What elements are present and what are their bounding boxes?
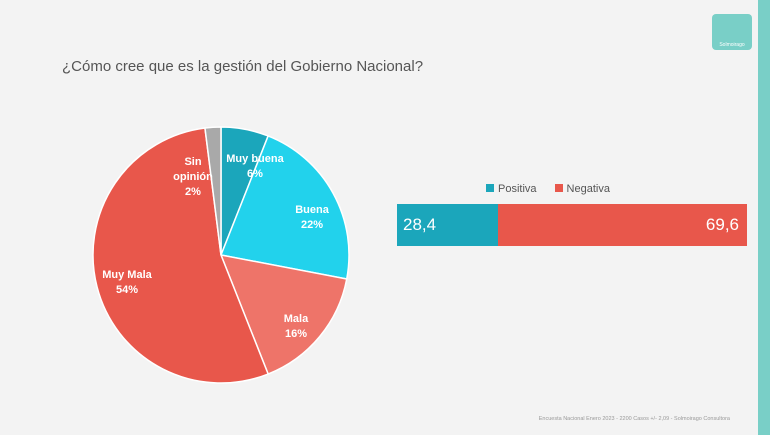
- data-label: 22%: [301, 219, 323, 231]
- data-label: 2%: [185, 186, 201, 198]
- pie-slice-mala: [219, 254, 348, 375]
- brand-logo: Solmoirago: [712, 14, 752, 50]
- category-label: Buena: [295, 204, 330, 216]
- page-title: ¿Cómo cree que es la gestión del Gobiern…: [62, 58, 424, 75]
- data-label: 6%: [247, 168, 263, 180]
- bar-positiva: 28,4: [397, 204, 499, 246]
- category-label: Mala: [284, 313, 309, 325]
- pie-slice-muy-mala: [92, 127, 270, 384]
- data-label: 16%: [285, 328, 307, 340]
- category-label: Muy Mala: [102, 269, 152, 281]
- category-label: Muy buena: [226, 153, 284, 165]
- footer-note: Encuesta Nacional Enero 2023 - 2200 Caso…: [538, 416, 730, 422]
- category-label: Sin: [184, 156, 201, 168]
- pie-slice-buena: [219, 135, 350, 280]
- bar-negativa: 69,6: [498, 204, 747, 246]
- accent-bar: [758, 0, 770, 435]
- stacked-bar: 28,4 69,6: [397, 204, 747, 246]
- legend-negativa: Negativa: [554, 183, 610, 195]
- legend-positiva: Positiva: [486, 183, 537, 195]
- pie-slice-sin-opinión: [204, 126, 222, 256]
- category-label: opinión: [173, 171, 213, 183]
- data-label: 54%: [116, 284, 138, 296]
- legend: Positiva Negativa: [486, 183, 610, 195]
